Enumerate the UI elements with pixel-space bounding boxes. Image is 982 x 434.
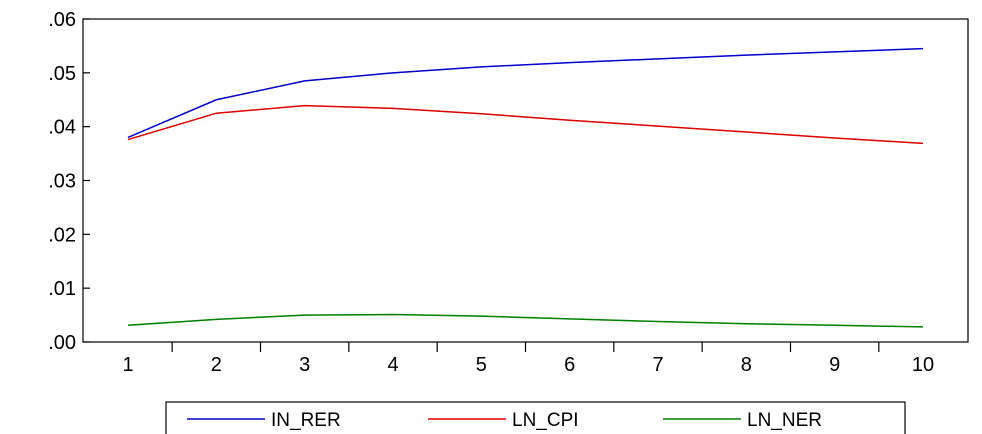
y-tick-label: .05: [48, 63, 76, 85]
series-line-ln-cpi: [128, 106, 923, 144]
y-tick-label: .00: [48, 332, 76, 354]
x-tick-label: 8: [741, 354, 752, 376]
x-tick-label: 3: [299, 354, 310, 376]
series-line-ln-ner: [128, 315, 923, 327]
series-line-in-rer: [128, 49, 923, 138]
x-tick-label: 7: [652, 354, 663, 376]
legend-label: LN_CPI: [512, 410, 579, 431]
x-axis: 1 2 3 4 5 6 7 8 9 10: [122, 342, 934, 376]
series-lines: [128, 49, 923, 327]
x-tick-label: 2: [211, 354, 222, 376]
y-tick-label: .01: [48, 278, 76, 300]
x-tick-label: 10: [912, 354, 934, 376]
x-tick-label: 5: [476, 354, 487, 376]
plot-frame: [83, 19, 968, 342]
y-tick-label: .04: [48, 117, 76, 139]
legend-label: LN_NER: [747, 410, 822, 431]
legend-label: IN_RER: [271, 410, 341, 431]
x-tick-label: 9: [829, 354, 840, 376]
x-tick-label: 1: [122, 354, 133, 376]
y-tick-label: .02: [48, 224, 76, 246]
y-axis: .00 .01 .02 .03 .04 .05 .06: [48, 9, 90, 354]
y-tick-label: .03: [48, 171, 76, 193]
legend: IN_RER LN_CPI LN_NER: [166, 402, 905, 434]
x-tick-label: 6: [564, 354, 575, 376]
x-tick-label: 4: [387, 354, 398, 376]
y-tick-label: .06: [48, 9, 76, 31]
